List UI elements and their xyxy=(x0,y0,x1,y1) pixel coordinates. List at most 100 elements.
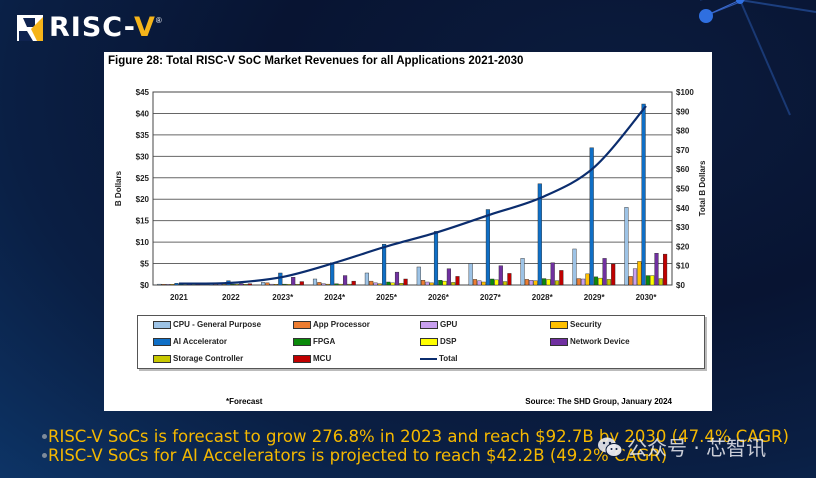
bar xyxy=(624,207,629,286)
bar xyxy=(481,281,486,286)
bar xyxy=(364,272,369,286)
bar xyxy=(390,282,395,286)
bar xyxy=(230,283,235,286)
x-tick-label: 2026* xyxy=(428,293,450,302)
x-tick-label: 2030* xyxy=(636,293,658,302)
y2-tick-label: $50 xyxy=(676,185,690,194)
bar xyxy=(243,283,248,286)
bar xyxy=(537,183,542,286)
legend-swatch xyxy=(420,320,438,329)
bar xyxy=(602,258,607,286)
bar xyxy=(334,283,339,286)
bar xyxy=(386,281,391,286)
bar xyxy=(170,283,175,286)
source-note: Source: The SHD Group, January 2024 xyxy=(525,397,672,406)
plot-frame xyxy=(152,91,673,286)
bar xyxy=(654,253,659,286)
legend-label: AI Accelerator xyxy=(173,337,227,346)
bullet-text: RISC-V SoCs for AI Accelerators is proje… xyxy=(48,446,668,465)
bar xyxy=(299,281,304,286)
risc-v-logo-mark-icon xyxy=(17,14,43,41)
y-tick-label: $25 xyxy=(136,174,150,183)
bar xyxy=(446,268,451,286)
bar xyxy=(645,275,650,286)
x-tick-label: 2025* xyxy=(376,293,398,302)
bar xyxy=(550,262,555,286)
bar xyxy=(165,283,170,286)
x-tick-label: 2021 xyxy=(170,293,188,302)
logo-text-main: RISC- xyxy=(49,12,134,43)
y2-tick-label: $100 xyxy=(676,88,694,97)
bar xyxy=(433,231,439,286)
bar xyxy=(589,147,594,286)
y-tick-label: $30 xyxy=(136,152,150,161)
y2-tick-label: $20 xyxy=(676,242,690,251)
y-tick-label: $15 xyxy=(136,217,150,226)
bar xyxy=(490,278,495,286)
bar xyxy=(455,276,460,286)
y2-tick-label: $30 xyxy=(676,223,690,232)
y-tick-label: $0 xyxy=(140,281,149,290)
y-tick-label: $40 xyxy=(136,109,150,118)
legend-label: DSP xyxy=(440,337,457,346)
y2-axis-title: Total B Dollars xyxy=(698,160,707,216)
x-tick-label: 2028* xyxy=(532,293,554,302)
legend-label: FPGA xyxy=(313,337,336,346)
bar xyxy=(273,283,279,286)
bullet-dot-icon xyxy=(42,453,47,458)
bar xyxy=(403,278,408,286)
wechat-icon xyxy=(598,437,623,457)
risc-v-logo: RISC-V ® xyxy=(17,12,162,43)
bar xyxy=(611,263,616,286)
bar xyxy=(247,283,252,286)
bar xyxy=(377,283,382,286)
bar xyxy=(472,279,478,286)
bar xyxy=(394,271,400,286)
legend-label: Network Device xyxy=(570,337,630,346)
bar xyxy=(576,278,581,286)
bar xyxy=(399,283,404,286)
bar xyxy=(338,283,343,286)
bar xyxy=(442,280,447,286)
figure-panel: Figure 28: Total RISC-V SoC Market Reven… xyxy=(104,52,712,411)
y-tick-label: $45 xyxy=(136,88,150,97)
legend-item: CPU - General Purpose xyxy=(153,320,261,329)
bar xyxy=(663,253,668,286)
bar xyxy=(503,281,508,286)
y2-tick-label: $80 xyxy=(676,127,690,136)
bar xyxy=(421,280,426,286)
bar xyxy=(234,283,240,286)
bar xyxy=(468,263,473,286)
legend-label: Security xyxy=(570,320,602,329)
legend-swatch xyxy=(550,320,568,329)
bar xyxy=(637,261,642,286)
bar xyxy=(498,265,503,286)
y2-tick-label: $10 xyxy=(676,262,690,271)
legend-item: App Processor xyxy=(293,320,370,329)
legend-label: App Processor xyxy=(313,320,370,329)
legend-label: Storage Controller xyxy=(173,354,244,363)
bar xyxy=(239,283,244,286)
bar xyxy=(278,272,283,286)
bullet-dot-icon xyxy=(42,434,47,439)
y-tick-label: $20 xyxy=(136,195,150,204)
legend-swatch xyxy=(293,320,311,329)
legend-label: GPU xyxy=(440,320,458,329)
y2-tick-label: $90 xyxy=(676,107,690,116)
x-tick-label: 2029* xyxy=(584,293,606,302)
x-tick-label: 2022 xyxy=(222,293,240,302)
legend-item: MCU xyxy=(293,354,331,363)
bar xyxy=(343,275,348,286)
bar xyxy=(546,279,551,286)
bar xyxy=(520,258,525,286)
bar xyxy=(174,283,179,286)
bar xyxy=(572,248,577,286)
bar xyxy=(598,277,603,286)
y-axis-title: B Dollars xyxy=(114,170,123,206)
bullet-item: RISC-V SoCs for AI Accelerators is proje… xyxy=(42,446,789,465)
x-tick-label: 2023* xyxy=(272,293,294,302)
total-line xyxy=(178,105,647,285)
bar xyxy=(529,280,534,286)
watermark-text: 公众号 · 芯智讯 xyxy=(627,436,767,460)
legend-item: GPU xyxy=(420,320,457,329)
